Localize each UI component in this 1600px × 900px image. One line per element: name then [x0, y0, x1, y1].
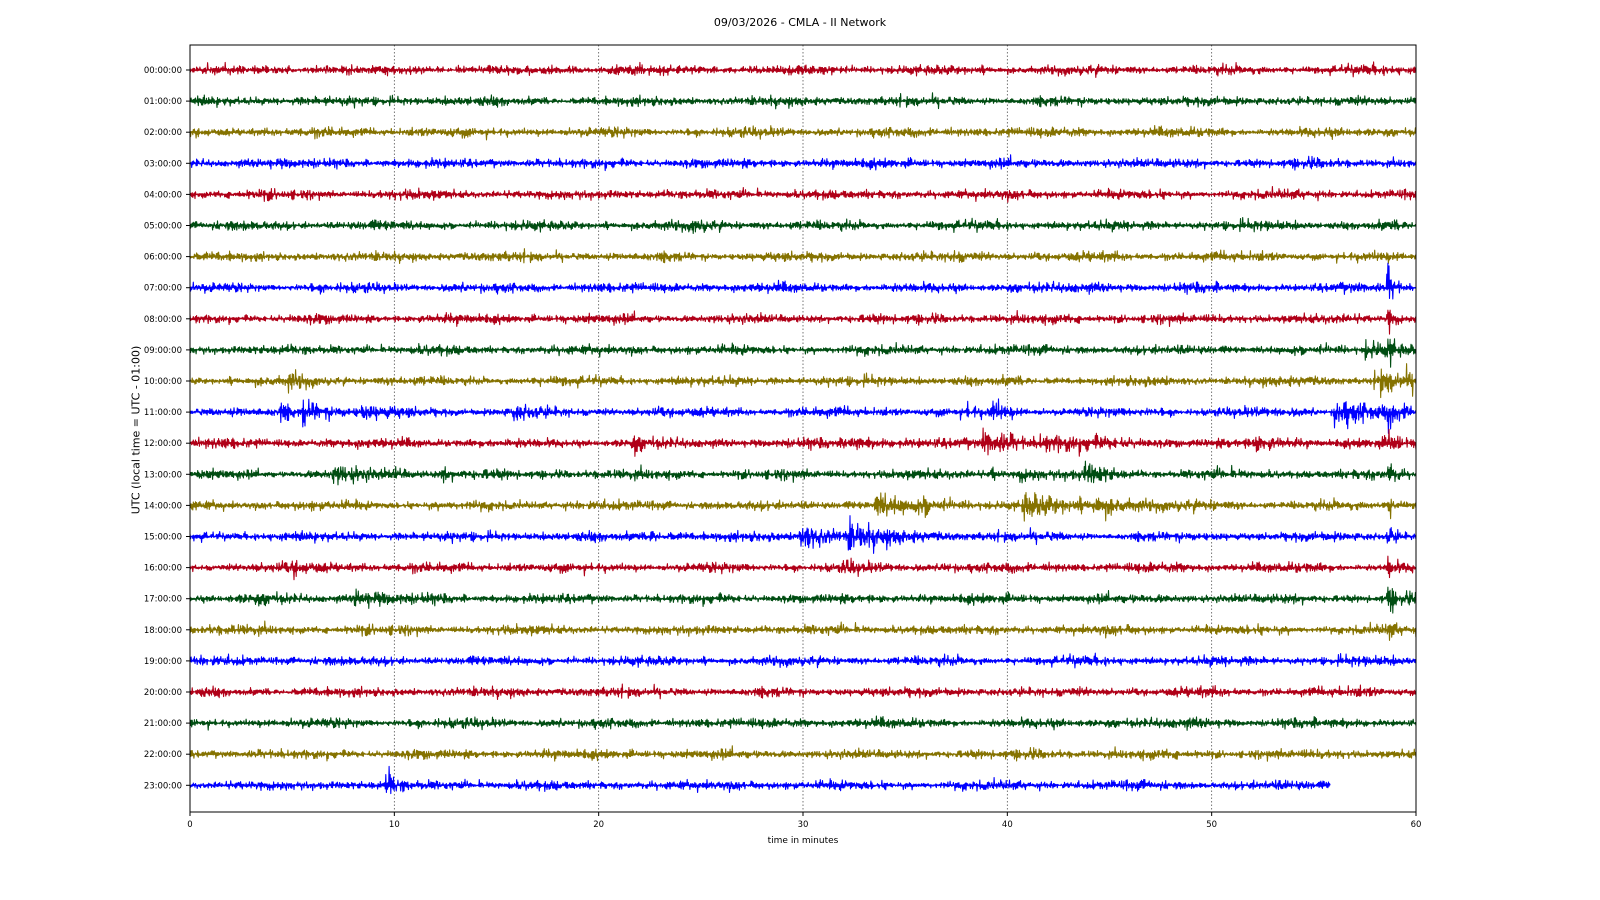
- trace-08:00:00: [189, 309, 1417, 335]
- y-tick-label: 22:00:00: [144, 750, 182, 760]
- y-tick-label: 10:00:00: [144, 377, 182, 387]
- trace-05:00:00: [189, 216, 1417, 235]
- trace-06:00:00: [189, 248, 1417, 265]
- y-tick-label: 18:00:00: [144, 626, 182, 636]
- trace-10:00:00: [189, 363, 1417, 399]
- y-tick-label: 07:00:00: [144, 284, 182, 294]
- x-tick-label: 30: [798, 820, 809, 830]
- trace-04:00:00: [189, 185, 1417, 203]
- y-tick-label: 19:00:00: [144, 657, 182, 667]
- y-tick-label: 23:00:00: [144, 781, 182, 791]
- y-tick-label: 20:00:00: [144, 688, 182, 698]
- y-tick-label: 08:00:00: [144, 315, 182, 325]
- trace-15:00:00: [189, 515, 1417, 554]
- x-axis-ticks: 0 10 20 30 40 50 60: [187, 812, 1421, 830]
- trace-11:00:00: [189, 398, 1417, 434]
- trace-18:00:00: [189, 620, 1417, 641]
- chart-title: 09/03/2026 - CMLA - II Network: [713, 16, 887, 29]
- trace-20:00:00: [189, 683, 1417, 701]
- seismic-traces: [189, 61, 1417, 795]
- y-tick-label: 14:00:00: [144, 501, 182, 511]
- y-tick-label: 17:00:00: [144, 595, 182, 605]
- y-tick-label: 06:00:00: [144, 253, 182, 263]
- trace-07:00:00: [189, 262, 1417, 300]
- y-tick-label: 16:00:00: [144, 564, 182, 574]
- y-tick-label: 00:00:00: [144, 66, 182, 76]
- y-tick-label: 12:00:00: [144, 439, 182, 449]
- y-tick-label: 03:00:00: [144, 159, 182, 169]
- y-tick-label: 11:00:00: [144, 408, 182, 418]
- trace-09:00:00: [189, 338, 1417, 368]
- x-tick-label: 20: [593, 820, 604, 830]
- y-tick-label: 02:00:00: [144, 128, 182, 138]
- y-tick-label: 21:00:00: [144, 719, 182, 729]
- y-axis-ticks: 00:00:00 01:00:00 02:00:00 03:00:00 04:00:00…: [144, 66, 190, 791]
- trace-00:00:00: [189, 61, 1417, 78]
- trace-16:00:00: [189, 555, 1417, 581]
- trace-21:00:00: [189, 715, 1417, 731]
- x-axis-label: time in minutes: [767, 836, 839, 846]
- trace-17:00:00: [189, 586, 1417, 614]
- y-tick-label: 01:00:00: [144, 97, 182, 107]
- x-tick-label: 60: [1411, 820, 1422, 830]
- y-tick-label: 13:00:00: [144, 470, 182, 480]
- trace-03:00:00: [189, 154, 1417, 172]
- x-tick-label: 10: [389, 820, 400, 830]
- trace-02:00:00: [189, 125, 1417, 141]
- trace-13:00:00: [189, 460, 1417, 486]
- y-tick-label: 09:00:00: [144, 346, 182, 356]
- y-tick-label: 04:00:00: [144, 190, 182, 200]
- y-tick-label: 15:00:00: [144, 533, 182, 543]
- trace-19:00:00: [189, 652, 1417, 669]
- trace-22:00:00: [189, 745, 1417, 762]
- trace-01:00:00: [189, 92, 1417, 110]
- x-tick-label: 40: [1002, 820, 1013, 830]
- y-tick-label: 05:00:00: [144, 222, 182, 232]
- trace-23:00:00: [189, 765, 1331, 795]
- trace-12:00:00: [189, 427, 1417, 457]
- x-tick-label: 50: [1206, 820, 1217, 830]
- trace-14:00:00: [189, 492, 1417, 522]
- x-tick-label: 0: [187, 820, 192, 830]
